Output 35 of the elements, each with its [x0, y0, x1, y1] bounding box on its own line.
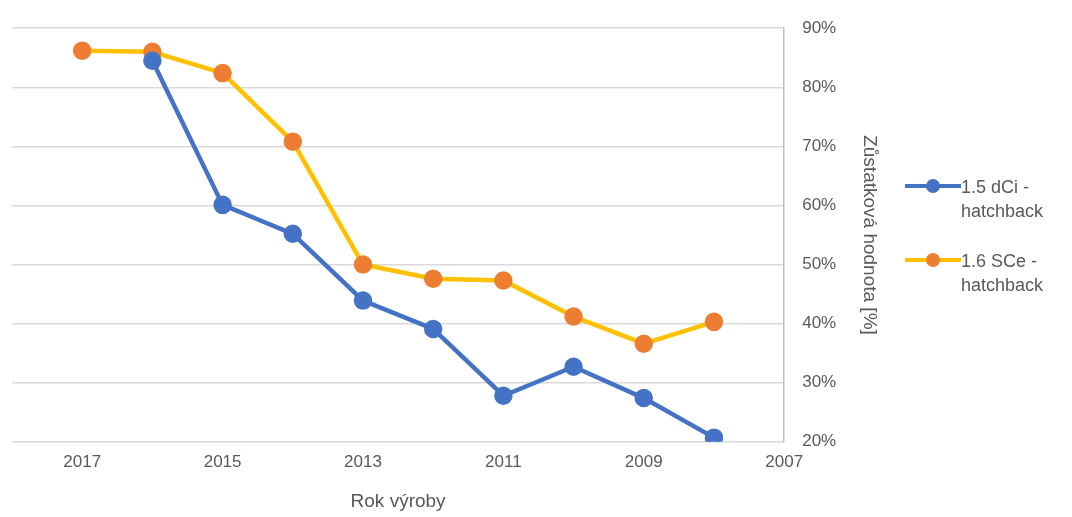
point — [72, 41, 92, 60]
point — [283, 224, 303, 244]
x-tick-label: 2013 — [344, 451, 382, 471]
point — [423, 269, 443, 288]
point — [353, 255, 373, 274]
x-tick-label: 2015 — [203, 451, 242, 471]
point — [283, 132, 303, 151]
x-tick-label: 2007 — [765, 451, 804, 471]
y-tick-label: 50% — [802, 254, 837, 274]
point — [704, 312, 724, 332]
point — [564, 357, 583, 377]
y-axis-title: Zůstatková hodnota [%] — [860, 135, 882, 335]
y-tick-label: 70% — [802, 136, 837, 156]
point — [143, 51, 162, 70]
point — [494, 271, 513, 290]
legend-label: 1.6 SCe - hatchback — [961, 250, 1045, 297]
point — [213, 195, 232, 215]
x-tick-label: 2009 — [624, 451, 663, 471]
y-tick-label: 60% — [802, 195, 837, 215]
point — [353, 291, 373, 310]
x-tick-label: 2017 — [63, 451, 102, 471]
legend-label: 1.5 dCi - hatchback — [961, 176, 1045, 223]
point — [423, 319, 443, 339]
y-tick-label: 80% — [802, 76, 837, 96]
y-tick-label: 90% — [802, 17, 837, 37]
x-tick-label: 2011 — [485, 451, 522, 471]
y-tick-label: 30% — [802, 372, 837, 392]
x-axis-title: Rok výroby — [350, 489, 447, 511]
point — [634, 334, 654, 353]
point — [213, 63, 232, 83]
point — [564, 307, 583, 326]
point — [634, 388, 654, 408]
y-tick-label: 40% — [802, 313, 837, 333]
point — [494, 386, 513, 405]
y-tick-label: 20% — [802, 431, 837, 451]
